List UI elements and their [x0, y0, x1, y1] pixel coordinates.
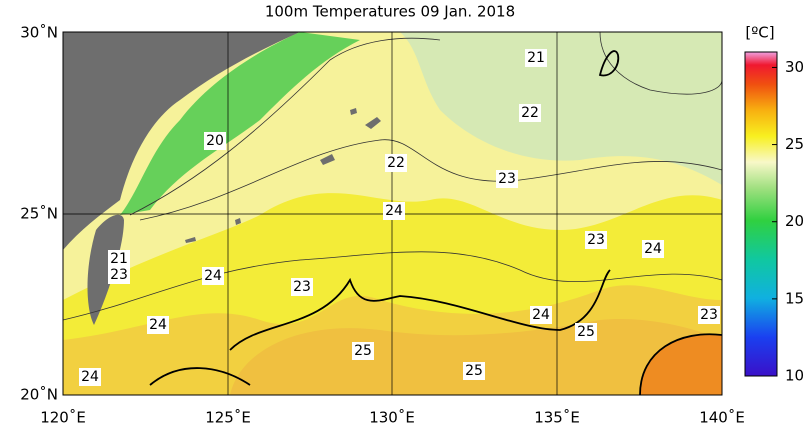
- contour-label: 24: [385, 203, 403, 219]
- contour-label-box: [496, 170, 518, 188]
- x-axis-label: 140˚E: [699, 409, 745, 427]
- colorbar-tick-label: 15: [785, 289, 804, 307]
- contour-label-box: [519, 104, 541, 122]
- contour-label-box: [698, 306, 720, 324]
- contour-label: 25: [354, 343, 372, 359]
- contour-label-box: [352, 342, 374, 360]
- contour-label: 20: [206, 133, 224, 149]
- contour-label: 24: [81, 369, 99, 385]
- x-axis-label: 125˚E: [205, 409, 251, 427]
- contour-label-box: [525, 49, 547, 67]
- y-axis-label: 30˚N: [20, 24, 58, 42]
- contour-label-box: [202, 267, 224, 285]
- contour-label-box: [642, 240, 664, 258]
- map-title: 100m Temperatures 09 Jan. 2018: [265, 3, 515, 21]
- colorbar-scale: [744, 51, 778, 377]
- contour-label: 22: [521, 105, 539, 121]
- colorbar-unit: [ºC]: [745, 24, 774, 42]
- contour-label: 22: [387, 155, 405, 171]
- contour-label: 24: [644, 241, 662, 257]
- contour-label: 25: [465, 363, 483, 379]
- contour-label: 23: [110, 267, 128, 283]
- colorbar-tick-label: 25: [785, 135, 804, 153]
- colorbar-tick-label: 20: [785, 212, 804, 230]
- contour-label-box: [463, 362, 485, 380]
- contour-label-box: [575, 323, 597, 341]
- contour-label-box: [108, 250, 130, 268]
- contour-label: 24: [149, 317, 167, 333]
- contour-label: 23: [293, 279, 311, 295]
- contour-label-box: [79, 368, 101, 386]
- colorbar-tick-label: 30: [785, 58, 804, 76]
- colorbar: 10 15 20 25 30: [744, 51, 804, 385]
- contour-label: 25: [577, 324, 595, 340]
- contour-label: 21: [110, 251, 128, 267]
- contour-label-box: [383, 202, 405, 220]
- contour-label: 23: [498, 171, 516, 187]
- y-axis-label: 20˚N: [20, 386, 58, 404]
- contour-label-box: [204, 132, 226, 150]
- contour-label-box: [530, 306, 552, 324]
- y-axis-label: 25˚N: [20, 205, 58, 223]
- colorbar-tick-label: 10: [785, 367, 804, 385]
- contour-label: 24: [532, 307, 550, 323]
- contour-label: 21: [527, 50, 545, 66]
- contour-label: 24: [204, 268, 222, 284]
- contour-label-box: [147, 316, 169, 334]
- contour-label-box: [385, 154, 407, 172]
- contour-label-box: [291, 278, 313, 296]
- x-axis-label: 135˚E: [534, 409, 580, 427]
- contour-label: 23: [700, 307, 718, 323]
- contour-label-box: [585, 231, 607, 249]
- contour-label-box: [108, 266, 130, 284]
- x-axis-label: 120˚E: [40, 409, 86, 427]
- contour-label: 23: [587, 232, 605, 248]
- x-axis-label: 130˚E: [369, 409, 415, 427]
